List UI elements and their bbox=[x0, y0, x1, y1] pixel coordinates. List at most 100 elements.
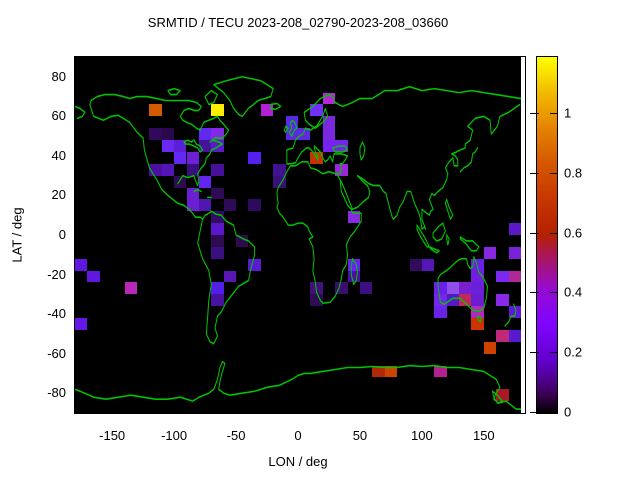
chart-title: SRMTID / TECU 2023-208_02790-2023-208_03… bbox=[147, 15, 449, 30]
colorbar-tick-mark-right bbox=[550, 352, 558, 354]
x-tick-label: 0 bbox=[294, 428, 302, 443]
heatmap-cell bbox=[211, 128, 224, 141]
heatmap-cell bbox=[446, 294, 460, 307]
coastline-borneo bbox=[432, 222, 446, 242]
heatmap-cell bbox=[335, 282, 348, 295]
heatmap-cell bbox=[149, 128, 162, 141]
map-plot-area bbox=[75, 57, 521, 413]
heatmap-cell bbox=[223, 199, 237, 212]
coastline-sulawesi bbox=[446, 234, 450, 246]
colorbar-tick-label: 0.2 bbox=[564, 344, 583, 360]
heatmap-cell bbox=[149, 104, 162, 117]
y-tick-label: 60 bbox=[51, 108, 66, 124]
x-axis-label: LON / deg bbox=[268, 454, 328, 469]
heatmap-cell bbox=[186, 199, 199, 212]
y-tick-label: -80 bbox=[47, 385, 66, 401]
colorbar-tick-mark-left bbox=[530, 412, 539, 413]
coastline-tasmania bbox=[477, 315, 482, 323]
heatmap-cell bbox=[75, 258, 88, 271]
coastline-iceland bbox=[270, 102, 282, 111]
heatmap-cell bbox=[186, 151, 199, 164]
heatmap-cell bbox=[508, 329, 521, 342]
coastline-sumatra bbox=[416, 224, 430, 248]
colorbar-tick-mark-right bbox=[550, 112, 558, 114]
heatmap-cell bbox=[211, 282, 224, 295]
heatmap-cell bbox=[186, 187, 199, 200]
heatmap-cell bbox=[211, 223, 224, 235]
heatmap-cell bbox=[496, 270, 509, 283]
heatmap-cell bbox=[483, 341, 497, 354]
colorbar-tick-label: 1 bbox=[564, 105, 572, 121]
heatmap-cell bbox=[211, 104, 224, 117]
coastline-antarctica bbox=[75, 360, 521, 410]
heatmap-cell bbox=[359, 282, 373, 295]
heatmap-cell bbox=[174, 175, 187, 188]
heatmap-cell bbox=[434, 282, 447, 295]
heatmap-cell bbox=[211, 294, 224, 307]
heatmap-cell bbox=[471, 270, 484, 283]
heatmap-cell bbox=[372, 365, 385, 378]
heatmap-cell bbox=[174, 151, 187, 164]
heatmap-cell bbox=[273, 175, 286, 188]
heatmap-cell bbox=[211, 187, 224, 200]
coastline-arctic-russia bbox=[328, 85, 521, 108]
heatmap-cell bbox=[161, 163, 175, 176]
y-tick-label: -60 bbox=[47, 345, 66, 361]
colorbar-tick-mark-right bbox=[550, 172, 558, 174]
heatmap-cell bbox=[236, 235, 249, 247]
colorbar-tick-label: 0.6 bbox=[564, 225, 583, 240]
x-tick-label: -50 bbox=[226, 428, 246, 443]
heatmap-cell bbox=[508, 223, 521, 235]
coastline-uk bbox=[288, 119, 298, 137]
heatmap-cell bbox=[471, 306, 484, 319]
heatmap-cell bbox=[459, 282, 472, 295]
heatmap-cell bbox=[198, 175, 212, 188]
heatmap-cell bbox=[322, 140, 336, 152]
heatmap-cell bbox=[322, 92, 336, 105]
y-axis-label: LAT / deg bbox=[9, 207, 25, 263]
colorbar-tick-mark-right bbox=[550, 412, 558, 413]
colorbar-tick-mark-left bbox=[530, 352, 539, 354]
colorbar-tick-mark-left bbox=[530, 292, 539, 294]
heatmap-cell bbox=[211, 211, 224, 224]
coastline-eurasia-africa bbox=[276, 93, 521, 305]
coastline-great-lakes bbox=[183, 139, 204, 153]
heatmap-cell bbox=[508, 246, 521, 259]
heatmap-cell bbox=[198, 199, 212, 212]
heatmap-cell bbox=[161, 128, 175, 141]
coastline-madagascar bbox=[350, 257, 358, 286]
coastline-cuba bbox=[193, 188, 202, 193]
heatmap-cell bbox=[322, 128, 336, 141]
heatmap-cell bbox=[87, 270, 100, 283]
heatmap-cell bbox=[471, 294, 484, 307]
colorbar-tick-label: 0.8 bbox=[564, 165, 583, 181]
y-tick-label: 40 bbox=[51, 147, 66, 163]
heatmap-cell bbox=[459, 294, 472, 307]
heatmap-cell bbox=[248, 199, 261, 212]
heatmap-cell bbox=[223, 270, 237, 283]
coastline-bering bbox=[75, 105, 86, 120]
heatmap-cell bbox=[198, 128, 212, 141]
x-tick-label: 100 bbox=[411, 428, 433, 443]
heatmap-cell bbox=[310, 104, 323, 117]
heatmap-cell bbox=[285, 128, 298, 141]
x-tick-label: 150 bbox=[472, 428, 495, 443]
heatmap-cell bbox=[496, 294, 509, 307]
heatmap-cell bbox=[496, 389, 509, 402]
heatmap-cell bbox=[483, 246, 497, 259]
heatmap-cell bbox=[421, 258, 435, 271]
x-tick-label: 50 bbox=[352, 428, 368, 443]
heatmap-cell bbox=[248, 258, 261, 271]
coastline-australia bbox=[437, 255, 489, 312]
heatmap-cell bbox=[496, 329, 509, 342]
colorbar-tick-mark-right bbox=[550, 292, 558, 294]
heatmap-cell bbox=[211, 235, 224, 247]
heatmap-cell bbox=[508, 270, 521, 283]
colorbar-tick-label: 0 bbox=[564, 404, 572, 420]
heatmap-cell bbox=[75, 318, 88, 330]
heatmap-cell bbox=[248, 151, 261, 164]
heatmap-cell bbox=[298, 128, 311, 141]
x-tick-label: -150 bbox=[99, 428, 126, 443]
coastline-ross-area bbox=[492, 390, 503, 404]
heatmap-cell bbox=[322, 116, 336, 129]
